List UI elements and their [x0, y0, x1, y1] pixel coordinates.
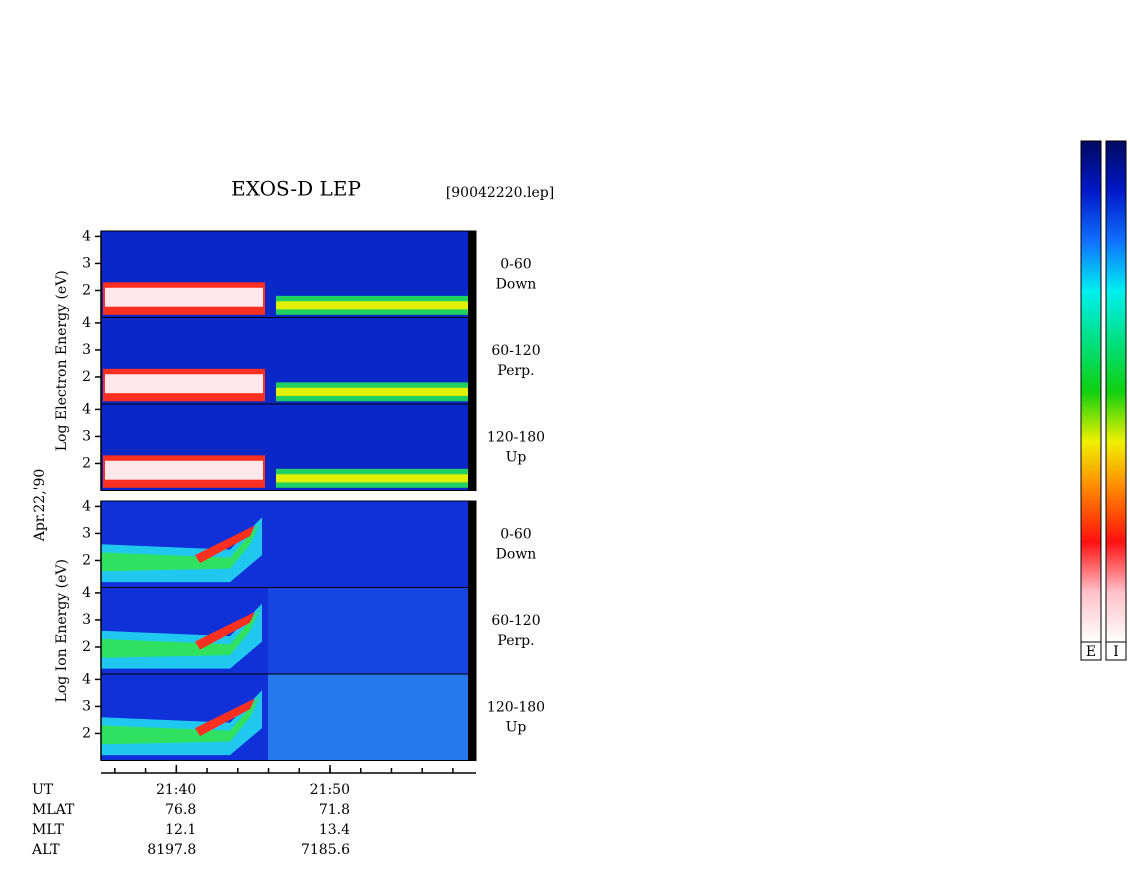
- y-tick-label: 4: [82, 228, 91, 244]
- x-axis-label: UT: [32, 782, 54, 798]
- y-tick-label: 3: [82, 255, 91, 271]
- panel-label: 0-60: [500, 256, 531, 272]
- colorbar-label-box: [1105, 641, 1127, 661]
- orbit-row-name: MLT: [32, 822, 64, 838]
- y-tick-label: 4: [82, 315, 91, 331]
- y-tick-label: 4: [82, 498, 91, 514]
- orbit-row-name: MLAT: [32, 802, 75, 818]
- panel-label: Perp.: [497, 633, 534, 649]
- y-tick-label: 3: [82, 612, 91, 628]
- spectrogram-band: [101, 522, 260, 572]
- y-tick-label: 4: [82, 671, 91, 687]
- spectrogram-band: [268, 587, 468, 674]
- spectrogram-band: [276, 387, 468, 396]
- panel-label: 120-180: [487, 699, 545, 715]
- panel-label: 60-120: [491, 613, 540, 629]
- orbit-value: 71.8: [319, 802, 350, 818]
- date-label: Apr.22,'90: [32, 469, 48, 543]
- y-axis-label: Log Ion Energy (eV): [54, 559, 70, 702]
- orbit-value: 12.1: [165, 822, 196, 838]
- colorbar: [1080, 140, 1102, 643]
- orbit-row-name: ALT: [31, 842, 60, 858]
- colorbar: [1105, 140, 1127, 643]
- file-label: [90042220.lep]: [446, 185, 554, 201]
- spectrogram-band: [195, 698, 255, 737]
- y-tick-label: 2: [82, 639, 91, 655]
- orbit-value: 13.4: [319, 822, 350, 838]
- chart-title: EXOS-D LEP: [231, 177, 361, 201]
- orbit-value: 76.8: [165, 802, 196, 818]
- panel-label: Perp.: [497, 363, 534, 379]
- spectrogram-edge: [468, 674, 476, 761]
- y-tick-label: 2: [82, 725, 91, 741]
- spectrogram-edge: [468, 231, 476, 318]
- orbit-value: 7185.6: [301, 842, 350, 858]
- spectrogram-band: [276, 301, 468, 310]
- panel-label: Down: [496, 546, 537, 562]
- panel-label: Down: [496, 276, 537, 292]
- y-axis-label: Log Electron Energy (eV): [54, 270, 70, 451]
- y-tick-label: 3: [82, 428, 91, 444]
- colorbar-label: E: [1086, 644, 1096, 660]
- y-tick-label: 3: [82, 525, 91, 541]
- y-tick-label: 3: [82, 698, 91, 714]
- spectrogram-edge: [468, 587, 476, 674]
- y-tick-label: 2: [82, 369, 91, 385]
- x-tick-label: 21:40: [156, 782, 196, 798]
- spectrogram-band: [195, 611, 255, 650]
- spectrogram-band: [101, 695, 260, 745]
- colorbar-label-box: [1080, 641, 1102, 661]
- spectrogram-edge: [468, 404, 476, 491]
- spectrogram-band: [105, 287, 263, 307]
- y-tick-label: 4: [82, 585, 91, 601]
- x-tick-label: 21:50: [310, 782, 350, 798]
- y-tick-label: 2: [82, 455, 91, 471]
- y-tick-label: 2: [82, 552, 91, 568]
- orbit-value: 8197.8: [147, 842, 196, 858]
- spectrogram-edge: [468, 501, 476, 588]
- spectrogram-band: [268, 674, 468, 761]
- y-tick-label: 2: [82, 282, 91, 298]
- spectrogram-band: [195, 525, 255, 564]
- panel-label: 60-120: [491, 343, 540, 359]
- panel-label: 0-60: [500, 526, 531, 542]
- spectrogram-edge: [468, 317, 476, 404]
- panel-label: 120-180: [487, 429, 545, 445]
- spectrogram-band: [105, 374, 263, 394]
- spectrogram-band: [105, 460, 263, 480]
- panel-label: Up: [506, 449, 527, 465]
- spectrogram-band: [101, 609, 260, 658]
- y-tick-label: 4: [82, 401, 91, 417]
- colorbar-label: I: [1113, 644, 1119, 660]
- y-tick-label: 3: [82, 342, 91, 358]
- panel-label: Up: [506, 719, 527, 735]
- spectrogram-band: [276, 474, 468, 483]
